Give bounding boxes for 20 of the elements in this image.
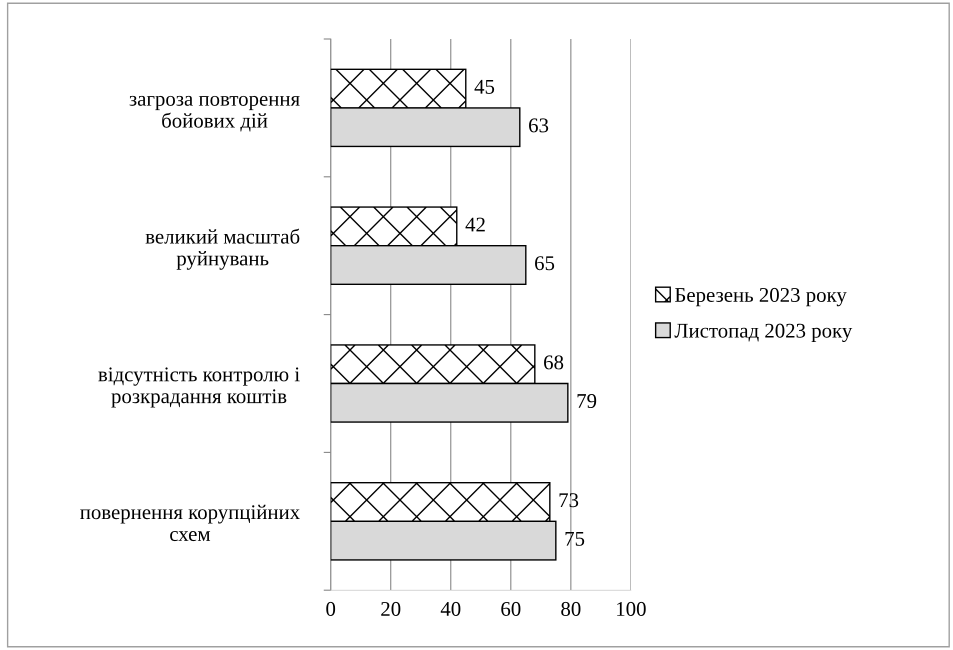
data-label: 79 (578, 394, 596, 408)
y-tick-label: відсутність контролю і розкрадання коштів (98, 367, 300, 408)
data-label: 68 (544, 355, 564, 370)
legend-label: Листопад 2023 року (674, 324, 852, 342)
y-tick-label: повернення корупційних схем (80, 504, 300, 542)
x-tick-label: 20 (381, 602, 400, 616)
y-tick-label: великий масштаб руйнувань (146, 228, 300, 270)
data-label: 45 (474, 80, 494, 94)
data-label: 63 (529, 118, 548, 132)
x-tick-label: 80 (561, 602, 580, 616)
legend-label: Березень 2023 року (674, 288, 847, 306)
data-label: 75 (566, 532, 584, 546)
x-tick-label: 40 (440, 602, 460, 616)
x-tick-label: 0 (326, 602, 336, 616)
data-label: 73 (560, 493, 578, 508)
data-label: 42 (466, 218, 485, 232)
data-label: 65 (535, 256, 554, 270)
x-tick-label: 60 (501, 602, 520, 616)
x-tick-label: 100 (617, 602, 646, 616)
y-tick-label: загроза повторення бойових дій (130, 96, 300, 132)
